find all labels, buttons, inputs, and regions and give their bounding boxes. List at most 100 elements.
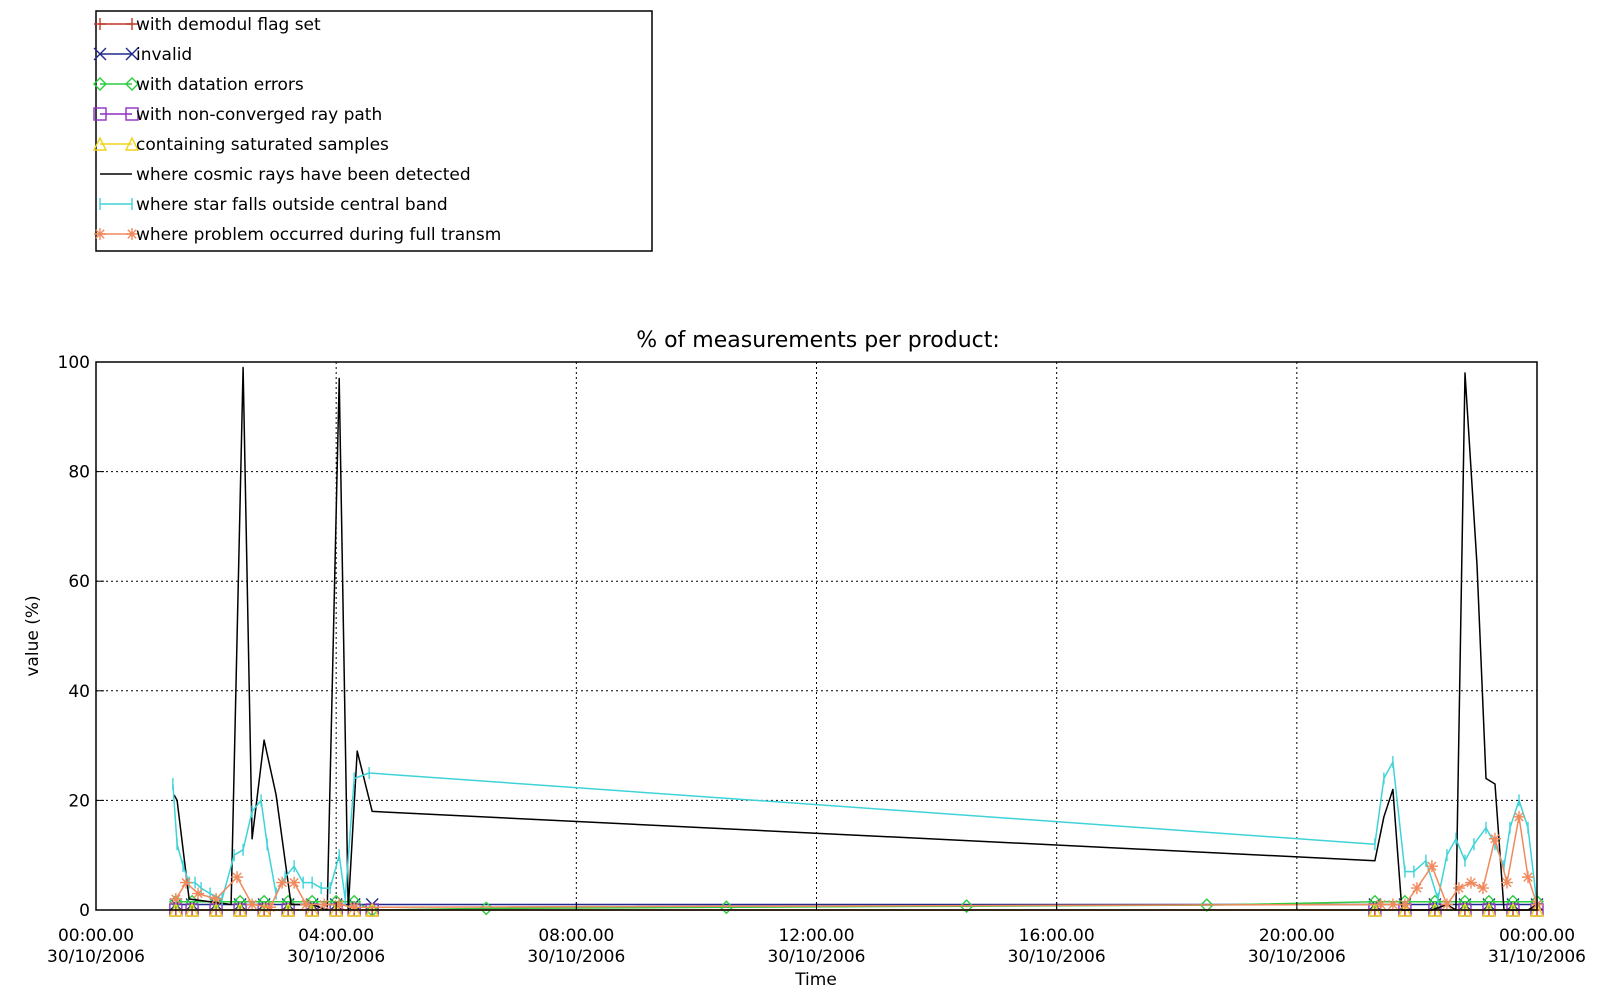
legend-marker-end-0 <box>126 18 138 30</box>
series-2-point-6 <box>305 894 320 909</box>
series-7-point-2 <box>192 887 205 900</box>
x-tick-time-5: 20:00.00 <box>1259 926 1335 946</box>
legend-item-6: where star falls outside central band <box>99 195 448 215</box>
series-7-point-9 <box>300 898 313 911</box>
x-tick-time-0: 00:00.00 <box>58 926 134 946</box>
legend-marker-start-0 <box>94 18 106 30</box>
legend-item-0: with demodul flag set <box>94 15 321 35</box>
legend-marker-start-3 <box>93 107 107 121</box>
legend-label-3: with non-converged ray path <box>136 105 382 125</box>
legend-marker-start-4 <box>92 136 108 151</box>
chart-title: % of measurements per product: <box>636 328 1000 353</box>
legend-label-0: with demodul flag set <box>136 15 321 35</box>
x-tick-date-4: 30/10/2006 <box>1008 947 1106 967</box>
series-7-point-0 <box>169 893 182 906</box>
series-7-point-17 <box>1425 860 1438 873</box>
x-tick-time-4: 16:00.00 <box>1019 926 1095 946</box>
series-line-7 <box>175 816 1538 909</box>
x-tick-time-6: 00:00.00 <box>1499 926 1575 946</box>
series-7-point-12 <box>348 901 361 914</box>
series-6 <box>172 756 1538 911</box>
legend-marker-start-1 <box>93 47 107 61</box>
series-7-point-3 <box>210 893 223 906</box>
series-2-point-18 <box>1481 894 1496 909</box>
x-tick-date-3: 30/10/2006 <box>768 947 866 967</box>
x-tick-date-1: 30/10/2006 <box>287 947 385 967</box>
legend-item-7: where problem occurred during full trans… <box>94 225 501 245</box>
legend-label-1: invalid <box>136 45 192 65</box>
series-2-point-11 <box>719 900 734 915</box>
series-line-2 <box>175 901 1537 911</box>
series-7-point-20 <box>1464 876 1477 889</box>
y-tick-label-4: 80 <box>68 463 90 483</box>
series-7-point-5 <box>246 898 259 911</box>
legend-item-1: invalid <box>93 45 192 65</box>
series-7-point-22 <box>1488 832 1501 845</box>
series-line-6 <box>172 761 1538 905</box>
series-layer <box>168 366 1545 917</box>
series-7-point-25 <box>1521 871 1534 884</box>
series-7-point-21 <box>1476 882 1489 895</box>
legend-label-6: where star falls outside central band <box>136 195 448 215</box>
legend-marker-end-7 <box>126 228 138 240</box>
series-2-point-4 <box>257 894 272 909</box>
x-tick-date-5: 30/10/2006 <box>1248 947 1346 967</box>
series-2-point-17 <box>1457 894 1472 909</box>
y-tick-label-5: 100 <box>58 353 90 373</box>
series-2-point-3 <box>233 894 248 909</box>
legend-item-3: with non-converged ray path <box>93 105 382 125</box>
x-tick-date-0: 30/10/2006 <box>47 947 145 967</box>
legend-marker-end-3 <box>125 107 139 121</box>
x-tick-time-1: 04:00.00 <box>298 926 374 946</box>
y-axis-ticks: 0 20 40 60 80 100 <box>58 353 104 921</box>
legend-label-2: with datation errors <box>136 75 304 95</box>
legend-label-4: containing saturated samples <box>136 135 389 155</box>
legend-box <box>95 10 653 252</box>
series-7-point-23 <box>1500 876 1513 889</box>
series-7-point-10 <box>318 898 331 911</box>
legend-marker-end-2 <box>125 77 139 91</box>
series-7-point-24 <box>1512 810 1525 823</box>
series-7-point-14 <box>1386 898 1399 911</box>
legend-marker-start-2 <box>93 77 107 91</box>
series-2-point-19 <box>1505 894 1520 909</box>
y-axis-label: value (%) <box>23 595 43 676</box>
legend-label-7: where problem occurred during full trans… <box>136 225 501 245</box>
series-2-point-13 <box>1199 898 1214 913</box>
x-tick-date-6: 31/10/2006 <box>1488 947 1586 967</box>
legend-marker-end-1 <box>125 47 139 61</box>
legend-item-5: where cosmic rays have been detected <box>100 165 471 185</box>
series-7-point-13 <box>1374 898 1387 911</box>
series-2-point-5 <box>281 894 296 909</box>
y-tick-label-1: 20 <box>68 791 90 811</box>
legend-marker-end-4 <box>124 136 140 151</box>
legend-item-2: with datation errors <box>93 75 304 95</box>
series-2-point-14 <box>1367 894 1382 909</box>
legend-item-4: containing saturated samples <box>92 135 389 155</box>
y-tick-label-0: 0 <box>79 901 90 921</box>
series-7-point-8 <box>288 876 301 889</box>
grid <box>96 362 1537 910</box>
x-tick-time-3: 12:00.00 <box>778 926 854 946</box>
series-7-point-11 <box>333 898 346 911</box>
legend: with demodul flag set invalid with datatio… <box>92 10 653 252</box>
series-2-point-16 <box>1427 894 1442 909</box>
legend-marker-start-7 <box>94 228 106 240</box>
series-7-point-6 <box>264 901 277 914</box>
y-tick-label-3: 60 <box>68 572 90 592</box>
series-7-point-16 <box>1410 882 1423 895</box>
series-2-point-12 <box>959 899 974 914</box>
series-7-point-19 <box>1452 882 1465 895</box>
series-7 <box>169 810 1543 914</box>
series-5 <box>173 366 1538 911</box>
x-axis-ticks: 00:00.0030/10/200604:00.0030/10/200608:0… <box>47 902 1586 967</box>
series-7-point-18 <box>1440 898 1453 911</box>
series-2-point-2 <box>209 894 224 909</box>
x-axis-label: Time <box>794 970 837 990</box>
x-tick-time-2: 08:00.00 <box>538 926 614 946</box>
legend-label-5: where cosmic rays have been detected <box>136 165 471 185</box>
y-tick-label-2: 40 <box>68 682 90 702</box>
series-7-point-15 <box>1398 898 1411 911</box>
series-7-point-1 <box>180 876 193 889</box>
